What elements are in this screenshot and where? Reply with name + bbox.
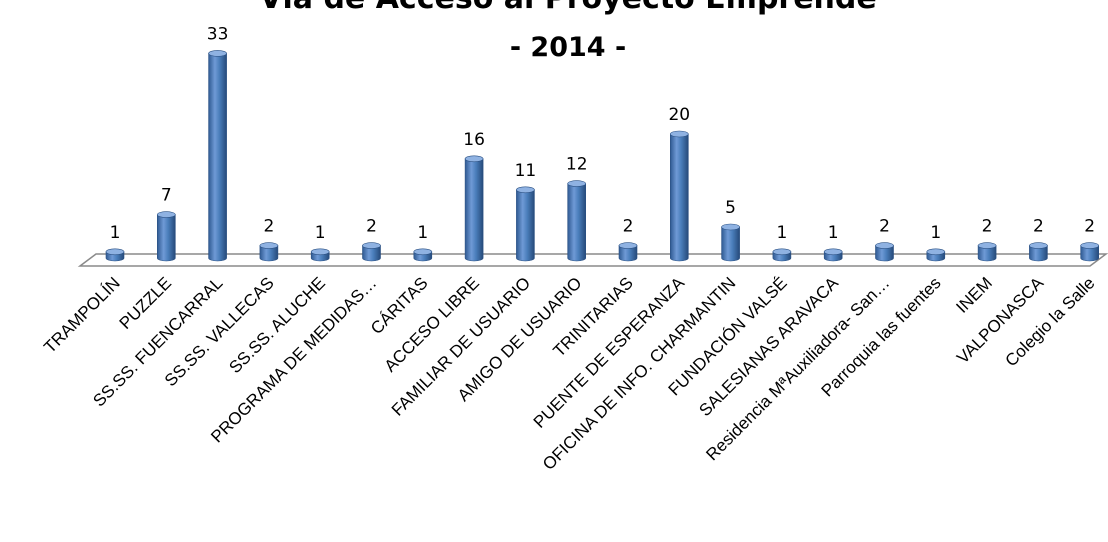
bar: [464, 155, 484, 262]
chart-floor: [77, 253, 1108, 267]
category-label: VALPONASCA: [953, 273, 1048, 368]
data-label: 5: [725, 198, 736, 218]
bar: [772, 248, 792, 262]
chart-title: Vía de Acceso al Proyecto Emprende: [259, 0, 877, 16]
bar: [977, 242, 997, 262]
data-label: 2: [982, 217, 993, 237]
data-label: 12: [566, 155, 588, 175]
category-label: Residencia MªAuxiliadora- San…: [702, 273, 893, 464]
data-label: 11: [515, 161, 537, 181]
data-label: 2: [263, 217, 274, 237]
data-label: 2: [623, 217, 634, 237]
chart-subtitle: - 2014 -: [510, 32, 626, 63]
bar: [618, 242, 638, 262]
bar: [567, 180, 587, 262]
bars-group: [105, 50, 1099, 262]
data-label: 20: [668, 105, 690, 125]
bar: [926, 248, 946, 262]
category-label: ACCESO LIBRE: [381, 273, 483, 375]
category-label: INEM: [952, 273, 995, 316]
data-label: 2: [879, 217, 890, 237]
data-label: 33: [207, 24, 229, 44]
data-label: 1: [930, 223, 941, 243]
bar: [413, 248, 433, 262]
bar: [259, 242, 279, 262]
bar: [823, 248, 843, 262]
bar: [105, 248, 125, 262]
category-label: TRAMPOLÍN: [40, 273, 124, 357]
data-label: 2: [1033, 217, 1044, 237]
bar: [1080, 242, 1099, 262]
category-label: Colegio la Salle: [1002, 273, 1099, 370]
data-label: 2: [1084, 217, 1095, 237]
bar: [362, 242, 381, 262]
data-label: 1: [828, 223, 839, 243]
bar: [1029, 242, 1048, 262]
bar: [208, 50, 227, 262]
bar: [157, 211, 176, 262]
data-label: 1: [110, 223, 121, 243]
bar: [669, 130, 689, 262]
data-label: 1: [315, 223, 326, 243]
bar: [875, 242, 894, 262]
category-label: SS.SS. ALUCHE: [225, 273, 329, 377]
bar: [721, 223, 740, 262]
bar: [310, 248, 330, 262]
data-label: 2: [366, 217, 377, 237]
data-label: 1: [776, 223, 787, 243]
data-label: 16: [463, 130, 485, 150]
data-label: 1: [417, 223, 428, 243]
data-label: 7: [161, 186, 172, 206]
bar: [516, 186, 535, 262]
